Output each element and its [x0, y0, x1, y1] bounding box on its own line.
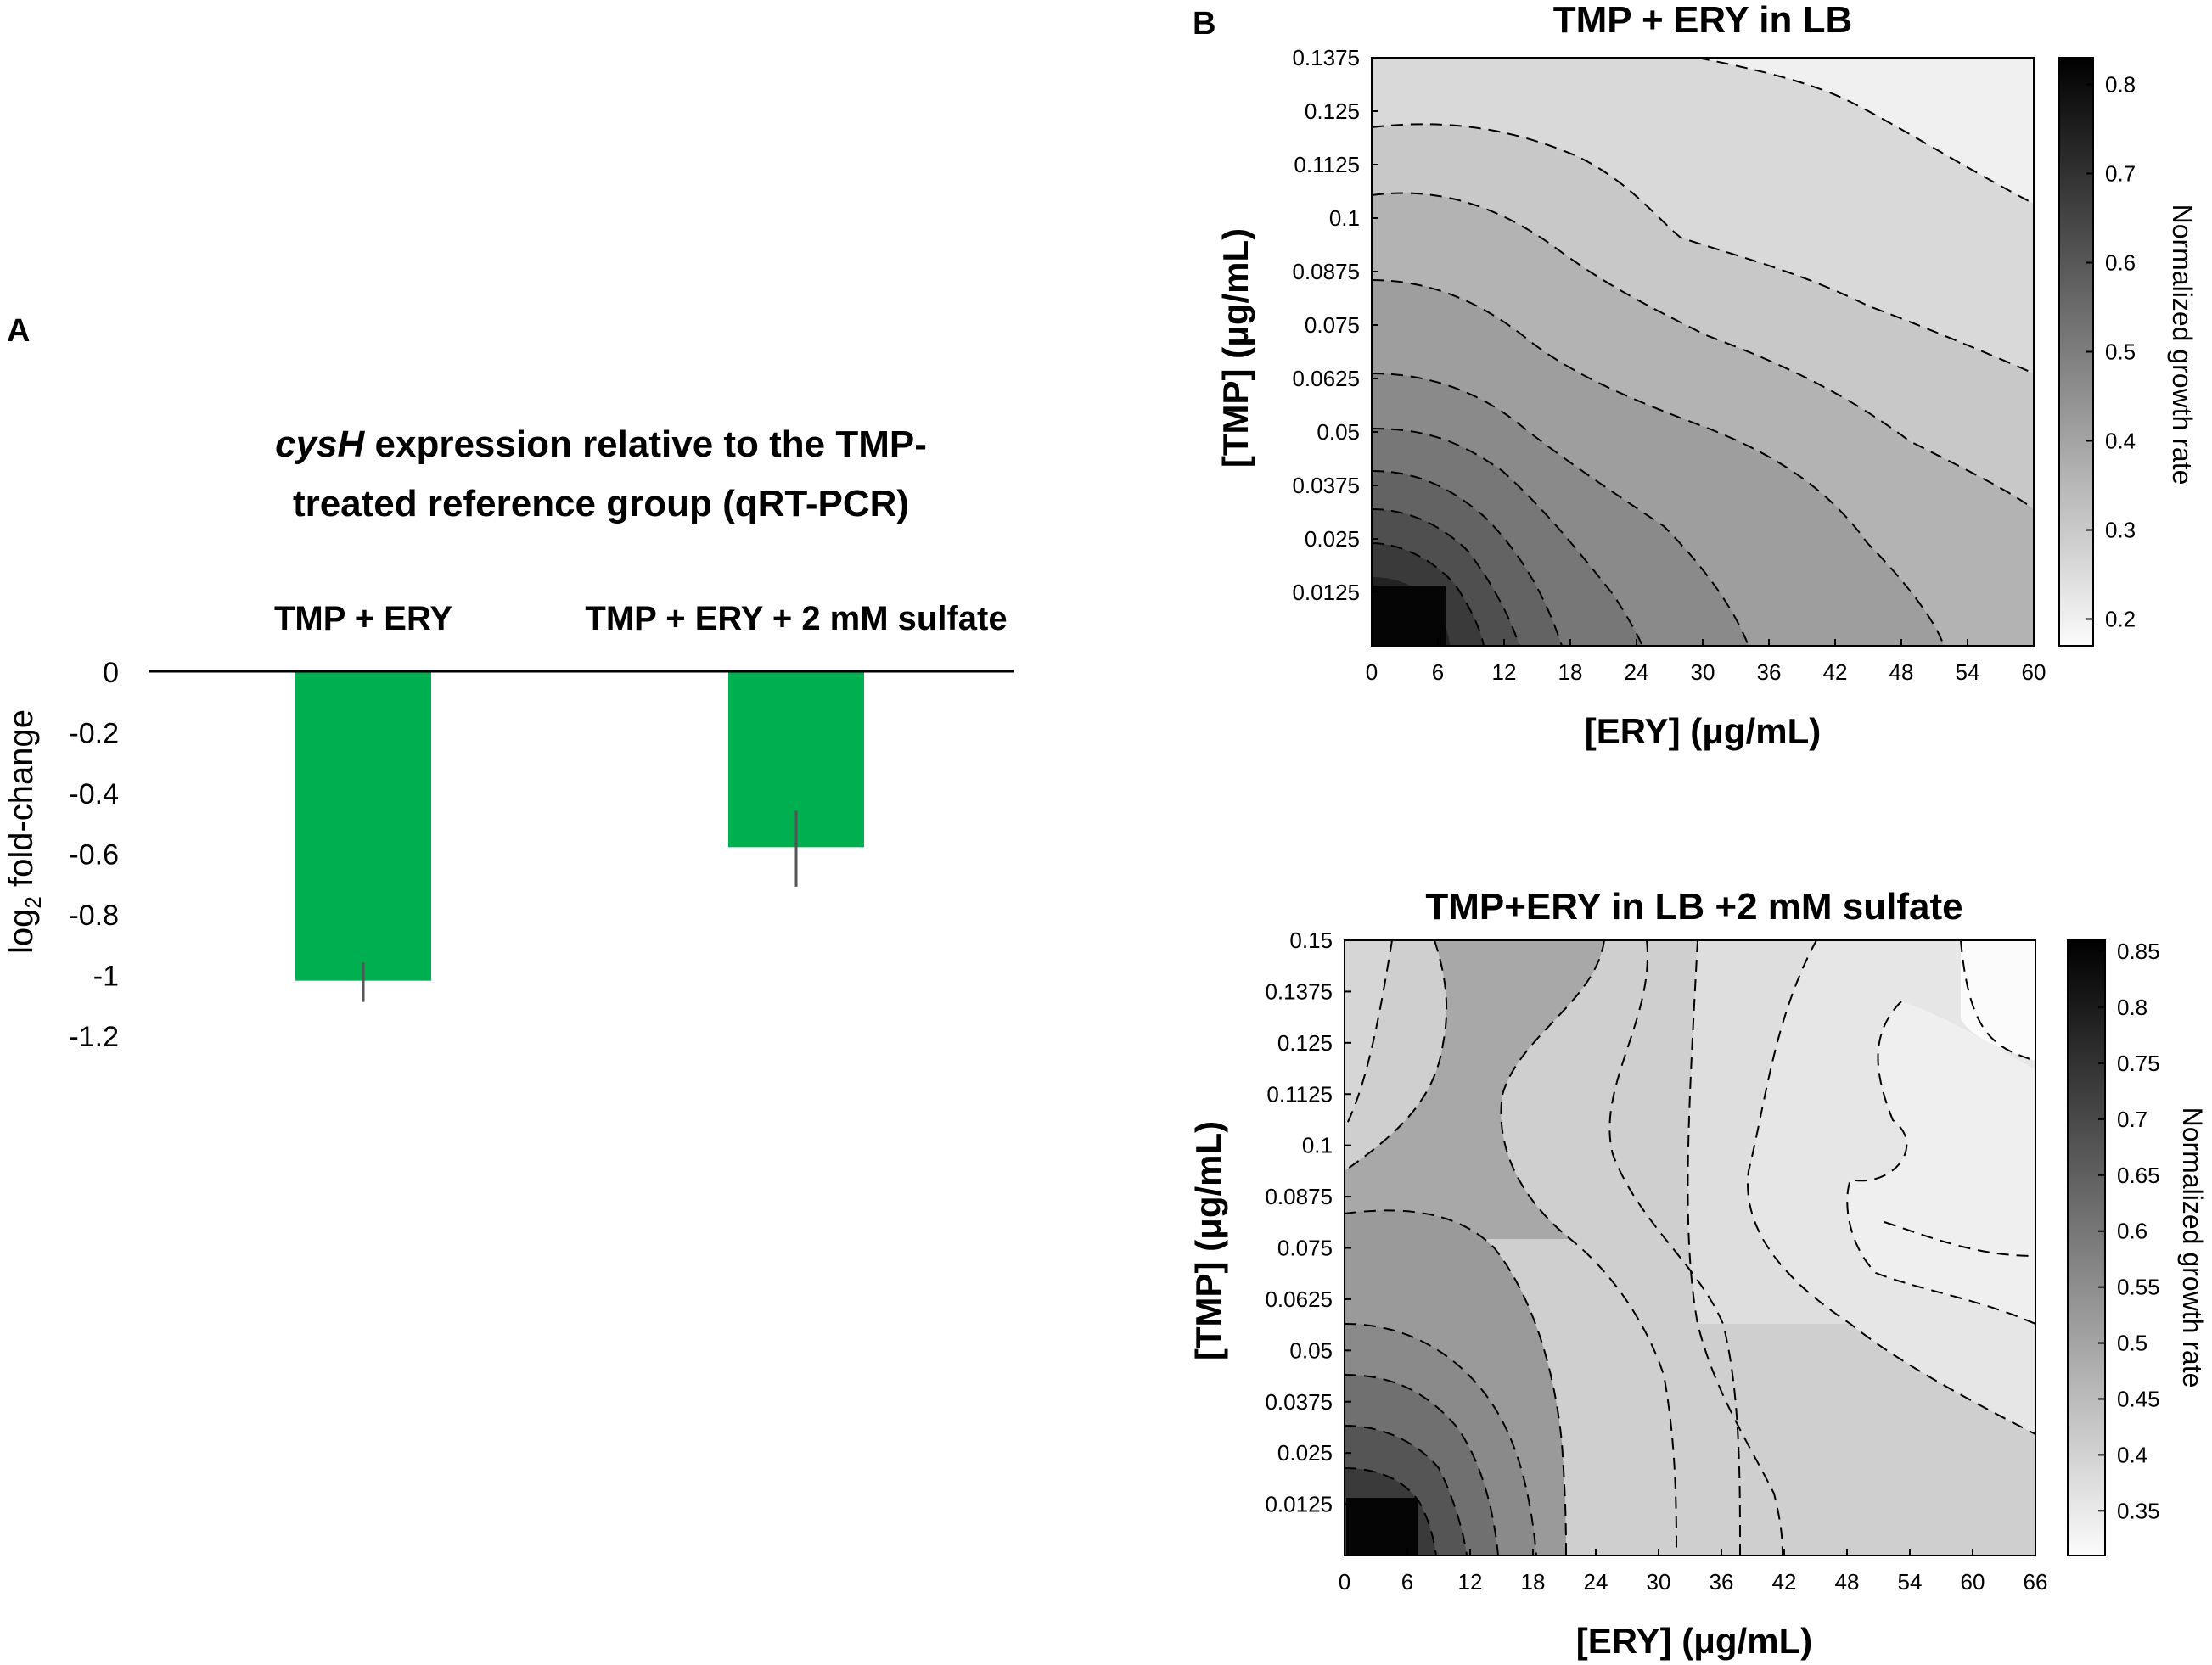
x-tick-label: 18 [1521, 1569, 1546, 1595]
y-tick-label: 0.025 [1277, 1440, 1333, 1466]
x-tick-label: 54 [1898, 1569, 1923, 1595]
x-tick-label: 36 [1710, 1569, 1734, 1595]
x-tick-label: 12 [1458, 1569, 1483, 1595]
x-tick-label: 42 [1823, 659, 1848, 685]
y-tick-label: 0.0625 [1292, 366, 1360, 391]
bar-y-tick-label: -0.4 [69, 778, 119, 810]
colorbar-tick-label: 0.65 [2117, 1163, 2160, 1188]
x-tick-label: 0 [1366, 659, 1378, 685]
colorbar-tick-label: 0.2 [2105, 607, 2136, 632]
y-tick-label: 0.125 [1277, 1030, 1333, 1056]
bar-y-tick-label: -0.6 [69, 839, 119, 872]
bar-1 [295, 671, 431, 981]
y-tick-label: 0.1125 [1294, 152, 1360, 177]
bar-chart-title-line2: treated reference group (qRT-PCR) [293, 483, 909, 524]
contour2-colorbar-label: Normalized growth rate [2177, 1107, 2208, 1388]
bar-y-tick-label: 0 [103, 657, 119, 689]
bar-y-tick-label: -0.2 [69, 718, 119, 750]
colorbar-tick-label: 0.5 [2105, 339, 2136, 365]
y-tick-label: 0.0125 [1292, 580, 1360, 605]
panel-a-label: A [7, 313, 30, 349]
y-tick-label: 0.1375 [1265, 978, 1333, 1004]
colorbar-tick-label: 0.7 [2105, 161, 2136, 187]
x-tick-label: 30 [1691, 659, 1715, 685]
colorbar-tick-label: 0.3 [2105, 518, 2136, 543]
y-tick-label: 0.0125 [1265, 1492, 1333, 1517]
x-tick-label: 6 [1432, 659, 1444, 685]
contour2-field [1345, 940, 2035, 1556]
colorbar-tick-label: 0.55 [2117, 1275, 2160, 1300]
bar-chart: cysH expression relative to the TMP- tre… [3, 423, 1014, 1053]
y-tick-label: 0.0375 [1265, 1389, 1333, 1415]
y-tick-label: 0.0625 [1265, 1287, 1333, 1312]
panel-b-label: B [1193, 6, 1215, 42]
colorbar-tick-label: 0.75 [2117, 1051, 2160, 1076]
x-tick-label: 30 [1647, 1569, 1671, 1595]
bar-y-axis-label: log2 fold-change [3, 709, 46, 954]
x-tick-label: 24 [1625, 659, 1649, 685]
x-tick-label: 48 [1889, 659, 1914, 685]
y-tick-label: 0.05 [1317, 419, 1360, 445]
x-tick-label: 24 [1584, 1569, 1608, 1595]
y-tick-label: 0.1125 [1266, 1081, 1333, 1107]
contour2-x-axis-label: [ERY] (μg/mL) [1576, 1621, 1812, 1661]
y-tick-label: 0.0375 [1292, 473, 1360, 498]
title-italic-gene: cysH [275, 423, 365, 465]
contour-plot-1: TMP + ERY in LB [1215, 0, 2198, 751]
y-tick-label: 0.1375 [1292, 45, 1360, 70]
colorbar-tick-label: 0.35 [2117, 1498, 2160, 1523]
y-tick-label: 0.075 [1305, 312, 1360, 338]
contour-plot-2: TMP+ERY in LB +2 mM sulfate [1188, 886, 2208, 1661]
y-tick-label: 0.1 [1302, 1133, 1333, 1158]
y-tick-label: 0.0875 [1265, 1184, 1333, 1209]
colorbar-tick-label: 0.4 [2117, 1442, 2147, 1467]
contour2-y-axis-label: [TMP] (μg/mL) [1188, 1121, 1228, 1360]
colorbar-tick-label: 0.45 [2117, 1386, 2160, 1411]
colorbar-tick-label: 0.6 [2105, 250, 2136, 276]
ylabel-subscript: 2 [20, 896, 46, 908]
y-tick-label: 0.075 [1277, 1236, 1333, 1261]
bar-chart-title-line1: cysH expression relative to the TMP- [275, 423, 927, 465]
y-tick-label: 0.1 [1329, 205, 1360, 231]
y-tick-label: 0.125 [1305, 98, 1360, 124]
bar-y-tick-label: -1 [93, 961, 119, 993]
x-tick-label: 18 [1558, 659, 1583, 685]
colorbar-tick-label: 0.7 [2117, 1107, 2147, 1132]
x-tick-label: 6 [1401, 1569, 1413, 1595]
x-tick-label: 66 [2024, 1569, 2048, 1595]
contour1-y-axis-label: [TMP] (μg/mL) [1215, 228, 1255, 468]
ylabel-log: log [3, 909, 40, 954]
contour2-colorbar [2067, 939, 2106, 1556]
contour1-title: TMP + ERY in LB [1553, 0, 1852, 41]
x-tick-label: 48 [1835, 1569, 1860, 1595]
contour1-x-axis-label: [ERY] (μg/mL) [1585, 711, 1821, 751]
bar-y-tick-label: -1.2 [69, 1021, 119, 1053]
category-label-2: TMP + ERY + 2 mM sulfate [585, 600, 1007, 637]
y-tick-label: 0.05 [1289, 1337, 1333, 1363]
x-tick-label: 36 [1757, 659, 1782, 685]
x-tick-label: 60 [2022, 659, 2046, 685]
colorbar-tick-label: 0.85 [2117, 939, 2160, 964]
colorbar-tick-label: 0.8 [2105, 72, 2136, 98]
ylabel-fold-change: fold-change [3, 709, 40, 896]
x-tick-label: 0 [1339, 1569, 1350, 1595]
contour2-title: TMP+ERY in LB +2 mM sulfate [1425, 886, 1962, 928]
x-tick-label: 60 [1961, 1569, 1985, 1595]
contour1-colorbar-label: Normalized growth rate [2167, 205, 2198, 485]
y-tick-label: 0.025 [1305, 526, 1360, 552]
contour1-field [1372, 58, 2034, 646]
colorbar-tick-label: 0.5 [2117, 1331, 2147, 1356]
colorbar-tick-label: 0.6 [2117, 1219, 2147, 1244]
x-tick-label: 54 [1956, 659, 1980, 685]
category-label-1: TMP + ERY [274, 600, 452, 637]
bar-y-tick-label: -0.8 [69, 900, 119, 932]
title-line1-rest: expression relative to the TMP- [364, 423, 927, 465]
colorbar-tick-label: 0.8 [2117, 995, 2147, 1020]
y-tick-label: 0.0875 [1292, 259, 1360, 284]
colorbar-tick-label: 0.4 [2105, 429, 2136, 454]
y-tick-label: 0.15 [1289, 928, 1333, 953]
x-tick-label: 42 [1772, 1569, 1797, 1595]
x-tick-label: 12 [1492, 659, 1517, 685]
